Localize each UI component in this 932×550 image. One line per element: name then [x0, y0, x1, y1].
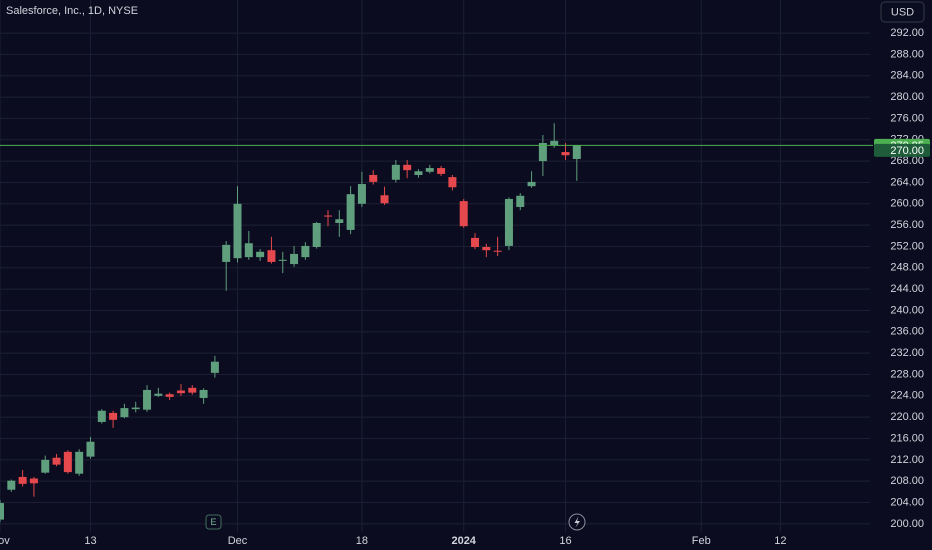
candle-body	[267, 250, 276, 262]
y-tick-label: 240.00	[890, 304, 924, 316]
x-tick-label: Nov	[0, 535, 10, 547]
x-tick-label: Feb	[692, 535, 711, 547]
overlay: 200.00 204.00 208.00 212.00 216.00 220.00 224.…	[0, 27, 930, 547]
candle-body	[335, 219, 344, 223]
candle-body	[18, 476, 27, 484]
price-tag-label: 270.00	[890, 145, 924, 157]
candle-body	[278, 259, 287, 261]
candle-body	[482, 246, 491, 251]
y-tick-label: 228.00	[890, 368, 924, 380]
y-tick-label: 276.00	[890, 112, 924, 124]
candle-body	[52, 457, 61, 465]
y-tick-label: 252.00	[890, 240, 924, 252]
y-tick-label: 232.00	[890, 347, 924, 359]
candle-body	[256, 251, 265, 258]
candle-body	[459, 201, 468, 227]
candle-body	[550, 140, 559, 146]
y-tick-label: 292.00	[890, 27, 924, 39]
candle-body	[516, 195, 525, 207]
candle-body	[471, 237, 480, 247]
candle-body	[301, 245, 310, 258]
candle-body	[538, 142, 547, 162]
candle-body	[504, 198, 513, 246]
candle-body	[414, 171, 423, 175]
earnings-label[interactable]: E	[210, 517, 216, 527]
y-tick-label: 284.00	[890, 70, 924, 82]
candle-body	[109, 412, 118, 420]
y-tick-label: 268.00	[890, 155, 924, 167]
candle-body	[86, 441, 95, 457]
candle-body	[448, 177, 457, 188]
price-tag	[874, 143, 930, 157]
candle-body	[244, 243, 253, 258]
y-tick-label: 204.00	[890, 496, 924, 508]
candle-body	[572, 145, 581, 159]
y-tick-label: 260.00	[890, 198, 924, 210]
candle-body	[0, 503, 4, 520]
candle-body	[41, 459, 50, 473]
y-tick-label: 224.00	[890, 390, 924, 402]
y-tick-label: 256.00	[890, 219, 924, 231]
x-tick-label: 12	[774, 535, 786, 547]
candle-body	[222, 244, 231, 262]
x-tick-label: Dec	[228, 535, 248, 547]
candle-body	[97, 410, 106, 422]
y-tick-label: 212.00	[890, 454, 924, 466]
candle-body	[437, 168, 446, 174]
chart-title: Salesforce, Inc., 1D, NYSE	[6, 5, 138, 17]
candle-body	[176, 390, 185, 394]
candle-body	[210, 361, 219, 373]
candle-body	[346, 194, 355, 230]
earnings-icon[interactable]	[205, 514, 222, 530]
candle-body	[290, 253, 299, 265]
candle-body	[380, 195, 389, 204]
y-tick-label: 216.00	[890, 432, 924, 444]
x-tick-label: 18	[356, 535, 368, 547]
y-tick-label: 248.00	[890, 262, 924, 274]
candle-body	[357, 184, 366, 204]
candle-body	[29, 478, 38, 484]
candle-body	[131, 407, 140, 410]
x-tick-label: 13	[84, 535, 96, 547]
y-tick-label: 208.00	[890, 475, 924, 487]
y-tick-label: 244.00	[890, 283, 924, 295]
currency-label[interactable]: USD	[891, 6, 914, 18]
candle-body	[233, 203, 242, 259]
y-tick-label: 200.00	[890, 518, 924, 530]
grid	[0, 0, 870, 532]
candle-body	[188, 387, 197, 393]
candle-body	[199, 389, 208, 398]
x-tick-label: 2024	[451, 535, 476, 547]
candle-body	[63, 451, 72, 473]
candle-body	[403, 164, 412, 171]
candle-body	[75, 451, 84, 474]
candle-body	[527, 181, 536, 187]
candle-body	[561, 152, 570, 156]
y-tick-label: 220.00	[890, 411, 924, 423]
candles	[0, 123, 581, 523]
candle-body	[120, 408, 129, 418]
currency-button[interactable]	[880, 1, 925, 23]
news-bolt	[574, 516, 580, 528]
candle-body	[391, 164, 400, 180]
candle-body	[143, 389, 152, 410]
y-tick-label: 280.00	[890, 91, 924, 103]
candle-body	[165, 394, 174, 397]
candle-body	[154, 393, 163, 396]
candle-body	[312, 222, 321, 247]
candle-body	[369, 174, 378, 182]
candle-body	[323, 215, 332, 217]
candle-body	[493, 250, 502, 252]
y-tick-label: 236.00	[890, 326, 924, 338]
x-tick-label: 16	[559, 535, 571, 547]
y-tick-label: 264.00	[890, 176, 924, 188]
candle-body	[425, 168, 434, 172]
candle-body	[7, 480, 16, 490]
y-tick-label: 288.00	[890, 48, 924, 60]
